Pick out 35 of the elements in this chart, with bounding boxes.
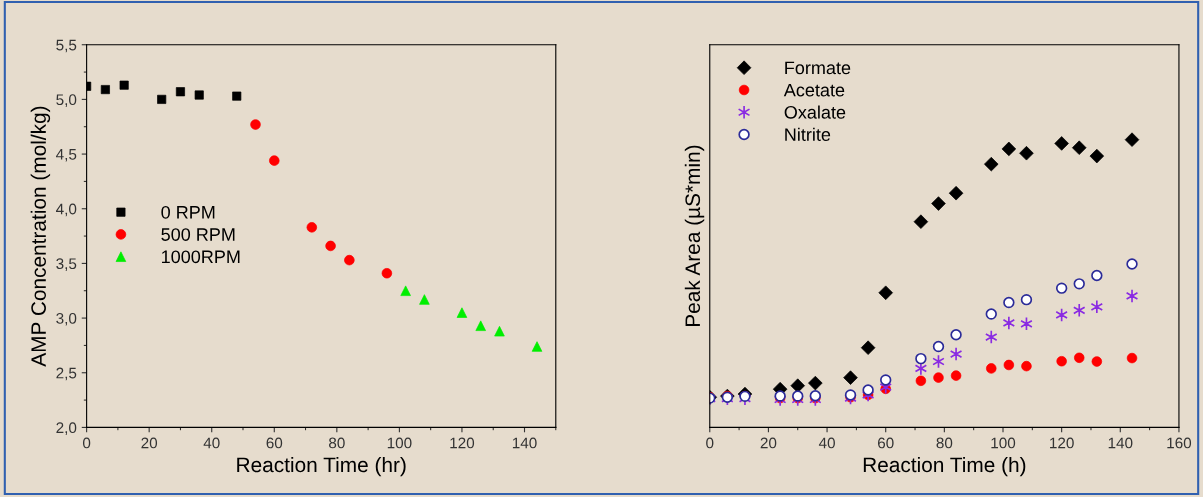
- x-tick-label: 140: [512, 437, 537, 449]
- legend-label: 500 RPM: [161, 228, 235, 241]
- x-axis-title: Reaction Time (hr): [237, 456, 406, 477]
- y-tick-label: 3,5: [56, 258, 77, 271]
- legend-label: Nitrite: [785, 127, 831, 141]
- x-tick-label: 80: [936, 437, 953, 449]
- x-tick-label: 0: [82, 437, 91, 449]
- x-tick-label: 60: [266, 437, 283, 449]
- x-tick-label: 0: [706, 437, 714, 449]
- legend-label: Acetate: [783, 83, 845, 97]
- y-tick-label: 4,5: [56, 149, 77, 162]
- x-tick-label: 120: [450, 437, 475, 449]
- y-tick-label: 2,5: [56, 367, 77, 381]
- x-tick-label: 20: [760, 437, 777, 449]
- x-tick-label: 20: [141, 437, 158, 449]
- y-axis-title: AMP Concentration (mol/kg): [30, 106, 51, 367]
- y-tick-label: 2,0: [56, 422, 77, 435]
- legend-label: Formate: [785, 61, 851, 75]
- y-axis-title: Peak Area (µS*min): [684, 145, 705, 327]
- x-tick-label: 120: [1050, 437, 1074, 449]
- x-tick-label: 160: [1167, 437, 1192, 449]
- x-tick-label: 100: [991, 437, 1016, 449]
- x-tick-label: 60: [877, 437, 894, 449]
- x-axis-title: Reaction Time (h): [863, 456, 1026, 477]
- x-tick-label: 100: [387, 437, 412, 449]
- x-tick-label: 40: [203, 437, 220, 449]
- legend-label: 1000RPM: [162, 250, 240, 264]
- x-tick-label: 80: [329, 437, 345, 449]
- legend-label: 0 RPM: [161, 205, 215, 219]
- x-tick-label: 40: [818, 437, 835, 449]
- y-tick-label: 4,0: [56, 203, 77, 217]
- y-tick-label: 3,0: [56, 312, 77, 326]
- x-tick-label: 140: [1108, 437, 1133, 449]
- y-tick-label: 5,5: [56, 39, 77, 53]
- y-tick-label: 5,0: [56, 94, 77, 107]
